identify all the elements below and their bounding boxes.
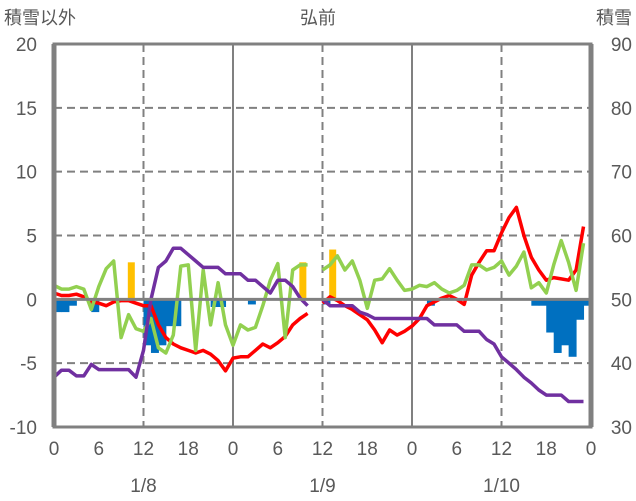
right-y-tick-label: 30 xyxy=(611,418,632,439)
blue-bar xyxy=(576,299,585,320)
left-y-tick-label: 5 xyxy=(26,227,37,248)
right-y-tick-label: 80 xyxy=(611,99,632,120)
blue-bar xyxy=(546,299,555,333)
series-lines xyxy=(52,205,586,404)
blue-bar xyxy=(568,299,577,357)
x-tick-label: 12 xyxy=(491,439,512,460)
left-y-tick-label: 10 xyxy=(16,163,37,184)
right-y-tick-label: 70 xyxy=(611,163,632,184)
right-y-tick-labels: 90 80 70 60 50 40 30 xyxy=(611,35,632,439)
blue-bar xyxy=(247,299,256,305)
chart-title: 弘前 xyxy=(300,8,336,29)
x-tick-label: 0 xyxy=(586,439,597,460)
x-tick-label: 18 xyxy=(178,439,199,460)
blue-bar xyxy=(553,299,562,353)
bars xyxy=(54,249,592,357)
left-axis-title: 積雪以外 xyxy=(4,8,76,29)
left-y-tick-label: -5 xyxy=(20,354,37,375)
blue-bar xyxy=(561,299,570,346)
x-tick-labels: 0 6 12 18 0 6 12 18 0 6 12 18 0 xyxy=(49,439,597,460)
blue-bar xyxy=(91,299,100,313)
x-tick-label: 6 xyxy=(272,439,283,460)
blue-bar xyxy=(158,299,167,346)
blue-bar xyxy=(61,299,70,313)
blue-bar xyxy=(583,299,592,306)
x-tick-label: 12 xyxy=(133,439,154,460)
orange-bar xyxy=(329,249,337,300)
right-y-tick-label: 40 xyxy=(611,354,632,375)
left-y-tick-labels: 20 15 10 5 0 -5 -10 xyxy=(10,35,37,439)
blue-bar xyxy=(538,299,547,306)
date-label: 1/8 xyxy=(130,476,156,497)
blue-bar xyxy=(54,299,62,313)
plot-frame xyxy=(51,42,594,429)
left-y-tick-label: 15 xyxy=(16,99,37,120)
blue-bar xyxy=(165,299,174,327)
date-label: 1/9 xyxy=(309,476,335,497)
orange-bar xyxy=(127,262,135,300)
x-tick-label: 18 xyxy=(357,439,378,460)
blue-bar xyxy=(150,299,159,353)
right-y-tick-label: 90 xyxy=(611,35,632,56)
right-y-tick-label: 50 xyxy=(611,290,632,311)
red-series-line xyxy=(53,205,586,373)
purple-series-line xyxy=(52,246,584,404)
x-tick-label: 6 xyxy=(93,439,104,460)
left-y-tick-label: -10 xyxy=(10,418,37,439)
orange-bar xyxy=(299,262,307,300)
x-tick-label: 18 xyxy=(536,439,557,460)
right-axis-title: 積雪 xyxy=(596,8,632,29)
x-tick-label: 12 xyxy=(312,439,333,460)
x-tick-label: 0 xyxy=(49,439,60,460)
date-labels: 1/8 1/9 1/10 xyxy=(130,476,520,497)
green-series-line xyxy=(53,238,586,355)
right-y-tick-label: 60 xyxy=(611,227,632,248)
left-y-tick-label: 0 xyxy=(26,290,37,311)
gridlines xyxy=(54,44,591,427)
left-y-tick-label: 20 xyxy=(16,35,37,56)
x-tick-label: 6 xyxy=(451,439,462,460)
blue-bar xyxy=(531,299,540,306)
x-tick-label: 0 xyxy=(228,439,239,460)
blue-bar xyxy=(68,299,77,306)
x-tick-label: 0 xyxy=(407,439,418,460)
date-label: 1/10 xyxy=(483,476,520,497)
